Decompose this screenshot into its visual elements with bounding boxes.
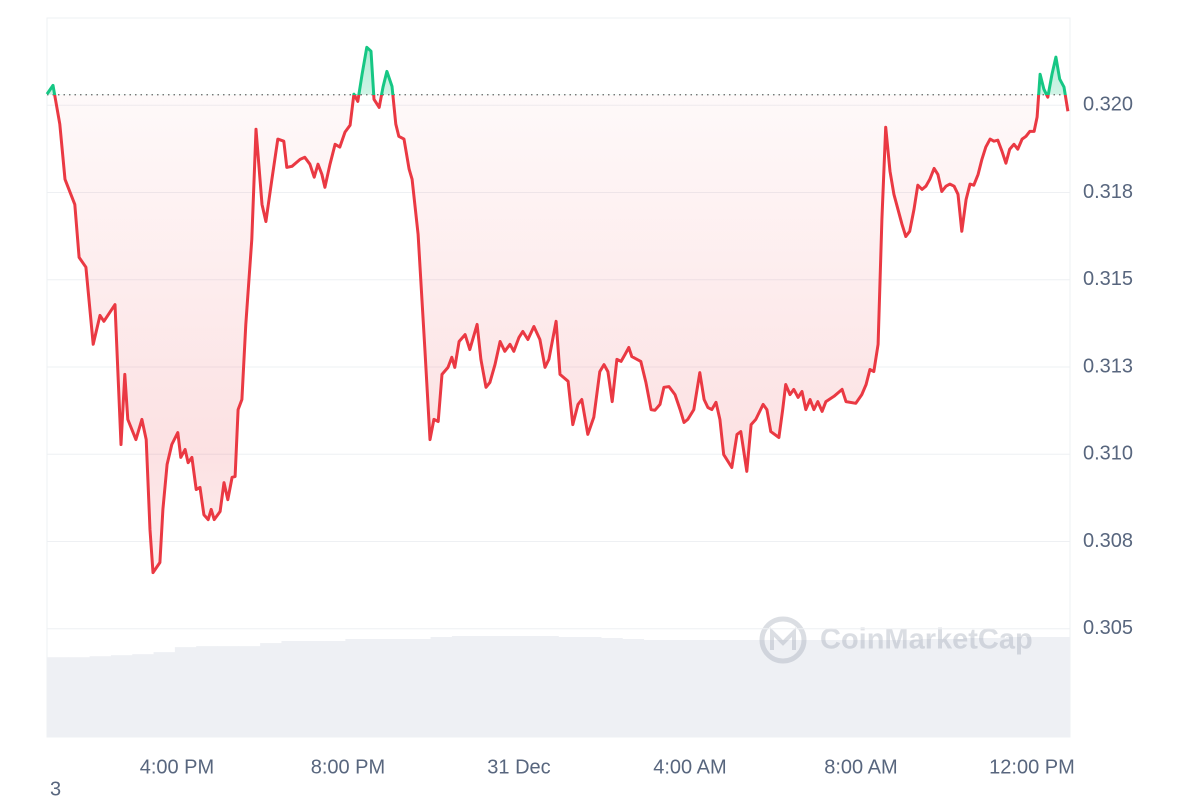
volume-bar xyxy=(366,639,389,737)
volume-bar xyxy=(984,638,1007,737)
volume-bar xyxy=(388,639,410,737)
price-area xyxy=(47,47,1068,573)
x-tick-label: 8:00 AM xyxy=(824,756,897,778)
volume-bar xyxy=(217,646,240,737)
volume-bar xyxy=(686,640,708,737)
volume-bar xyxy=(68,657,90,737)
volume-bar xyxy=(643,640,666,737)
volume-bar xyxy=(878,640,900,737)
volume-bar xyxy=(729,640,751,737)
x-tick-label: 4:00 AM xyxy=(653,756,726,778)
volume-bar xyxy=(473,636,495,737)
volume-bar xyxy=(1027,637,1049,737)
volume-bar xyxy=(920,639,943,737)
volume-bar xyxy=(665,640,687,737)
volume-bar xyxy=(1006,637,1028,737)
price-line xyxy=(45,45,1070,575)
y-tick-label: 0.315 xyxy=(1083,268,1133,290)
x-tick-label: 8:00 PM xyxy=(311,756,385,778)
volume-bar xyxy=(856,640,879,737)
y-tick-label: 0.305 xyxy=(1083,617,1133,639)
volume-bar xyxy=(963,638,986,737)
volume-bar xyxy=(899,640,922,737)
volume-bar xyxy=(430,637,453,737)
y-tick-label: 0.313 xyxy=(1083,355,1133,377)
y-tick-label: 0.310 xyxy=(1083,443,1133,465)
volume-bar xyxy=(537,636,559,737)
x-tick-label: 12:00 PM xyxy=(989,756,1075,778)
volume-bar xyxy=(324,641,346,737)
volume-bar xyxy=(451,636,474,737)
volume-bar xyxy=(579,637,602,737)
volume-bar xyxy=(260,643,282,737)
volume-bar xyxy=(622,639,645,737)
volume-bar xyxy=(47,657,69,737)
volume-bar xyxy=(835,640,858,737)
volume-bar xyxy=(707,640,730,737)
x-tick-label: 31 Dec xyxy=(487,756,550,778)
volume-bar xyxy=(89,656,112,737)
volume-bar xyxy=(750,640,772,737)
volume-bar xyxy=(345,639,367,737)
volume-bar xyxy=(494,636,517,737)
volume-bar xyxy=(814,640,836,737)
volume-bar xyxy=(153,652,176,737)
volume-bar xyxy=(110,655,133,737)
volume-bar xyxy=(942,639,964,737)
y-tick-label: 0.308 xyxy=(1083,530,1133,552)
y-tick-label: 0.320 xyxy=(1083,94,1133,116)
volume-bar xyxy=(132,654,154,737)
volume-bar xyxy=(558,637,581,737)
volume-bar xyxy=(409,639,431,737)
volume-bar xyxy=(515,636,538,737)
volume-bar xyxy=(174,647,197,737)
volume-bar xyxy=(302,641,325,737)
footnote: 3 xyxy=(50,778,61,800)
volume-bar xyxy=(281,641,304,737)
x-tick-label: 4:00 PM xyxy=(140,756,214,778)
y-tick-label: 0.318 xyxy=(1083,181,1133,203)
volume-bar xyxy=(238,646,261,737)
volume-bar xyxy=(1048,637,1071,737)
volume-bar xyxy=(601,638,623,737)
volume-bar xyxy=(771,640,794,737)
volume-bar xyxy=(196,646,218,737)
volume-bar xyxy=(792,640,815,737)
